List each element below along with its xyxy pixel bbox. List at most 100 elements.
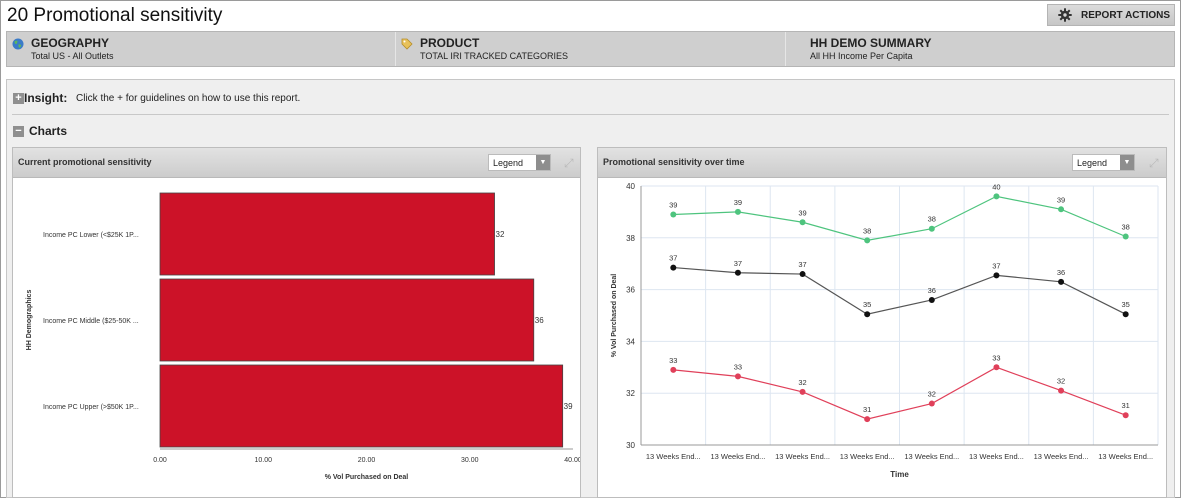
x-tick-label: 0.00 (153, 457, 167, 464)
sensitivity-over-time-panel: Promotional sensitivity over time Legend… (597, 147, 1167, 498)
x-tick-label: 30.00 (461, 457, 479, 464)
data-label: 36 (1057, 268, 1065, 277)
x-tick-label: 13 Weeks End... (969, 452, 1024, 461)
insight-text: Click the + for guidelines on how to use… (76, 93, 301, 104)
chevron-down-icon: ▼ (536, 155, 550, 170)
data-point (993, 364, 1000, 371)
data-label: 38 (1122, 223, 1130, 232)
y-axis-title: HH Demographics (26, 290, 33, 351)
data-label: 33 (669, 356, 677, 365)
filter-bar: GEOGRAPHY Total US - All Outlets PRODUCT… (6, 31, 1175, 67)
y-category-label: Income PC Upper (>$50K 1P... (43, 404, 139, 411)
product-filter[interactable]: PRODUCT TOTAL IRI TRACKED CATEGORIES (396, 32, 786, 66)
data-point (799, 388, 806, 395)
data-label: 31 (1122, 401, 1130, 410)
x-tick-label: 20.00 (358, 457, 376, 464)
data-point (734, 269, 741, 276)
x-tick-label: 13 Weeks End... (646, 452, 701, 461)
x-tick-label: 13 Weeks End... (775, 452, 830, 461)
data-point (993, 272, 1000, 279)
chevron-down-icon: ▼ (1120, 155, 1134, 170)
data-point (864, 416, 871, 423)
data-point (670, 211, 677, 218)
geography-heading: GEOGRAPHY (31, 36, 110, 50)
y-category-label: Income PC Middle ($25-50K ... (43, 318, 139, 325)
data-point (864, 311, 871, 318)
data-label: 39 (798, 208, 806, 217)
current-sensitivity-panel: Current promotional sensitivity Legend ▼… (12, 147, 581, 498)
y-tick-label: 40 (626, 182, 635, 191)
product-heading: PRODUCT (420, 36, 480, 50)
section-divider (12, 114, 1169, 115)
data-label: 39 (669, 200, 677, 209)
data-label: 37 (992, 261, 1000, 270)
report-actions-button[interactable]: REPORT ACTIONS (1047, 4, 1175, 26)
data-point (799, 219, 806, 226)
tag-icon (401, 38, 413, 50)
legend-dropdown-label: Legend (1077, 158, 1108, 168)
geography-value: Total US - All Outlets (31, 51, 114, 61)
hh-demo-filter[interactable]: HH DEMO SUMMARY All HH Income Per Capita (786, 32, 1174, 66)
bar-chart: 0.00 10.00 20.00 30.00 40.00 32 Income PC Lowe… (26, 192, 580, 481)
data-point (1058, 206, 1065, 213)
data-point (1058, 278, 1065, 285)
y-tick-label: 34 (626, 337, 635, 346)
data-label: 31 (863, 405, 871, 414)
y-tick-label: 30 (626, 441, 635, 450)
data-label: 32 (928, 390, 936, 399)
y-axis-title: % Vol Purchased on Deal (611, 274, 618, 358)
data-point (670, 366, 677, 373)
data-label: 39 (1057, 195, 1065, 204)
insight-expand-toggle[interactable]: + (13, 93, 24, 104)
product-value: TOTAL IRI TRACKED CATEGORIES (420, 51, 569, 61)
data-label: 33 (734, 362, 742, 371)
x-tick-label: 10.00 (254, 457, 272, 464)
data-label: 40 (992, 182, 1000, 191)
y-category-label: Income PC Lower (<$25K 1P... (43, 232, 139, 239)
gear-icon (1058, 8, 1072, 22)
panel-header: Promotional sensitivity over time Legend… (598, 148, 1166, 178)
x-axis-title: Time (890, 470, 909, 479)
legend-dropdown[interactable]: Legend ▼ (1072, 154, 1135, 171)
insight-heading: Insight: (24, 91, 68, 105)
hh-demo-value: All HH Income Per Capita (810, 51, 913, 61)
data-label: 37 (669, 254, 677, 263)
x-tick-label: 40.00 (564, 457, 580, 464)
data-label: 33 (992, 353, 1000, 362)
x-tick-label: 13 Weeks End... (710, 452, 765, 461)
data-label: 37 (798, 260, 806, 269)
y-tick-label: 38 (626, 234, 635, 243)
x-tick-label: 13 Weeks End... (840, 452, 895, 461)
expand-icon[interactable]: ⤢ (1149, 156, 1159, 170)
data-label: 32 (1057, 377, 1065, 386)
series-line (673, 366, 1126, 420)
bar (159, 192, 495, 276)
geography-filter[interactable]: GEOGRAPHY Total US - All Outlets (7, 32, 396, 66)
bar-value-label: 39 (564, 402, 573, 411)
data-point (928, 225, 935, 232)
data-point (734, 373, 741, 380)
data-label: 39 (734, 198, 742, 207)
data-label: 35 (863, 300, 871, 309)
x-tick-label: 13 Weeks End... (904, 452, 959, 461)
expand-icon[interactable]: ⤢ (564, 156, 574, 170)
panel-title: Promotional sensitivity over time (603, 157, 745, 167)
data-point (1122, 311, 1129, 318)
bar-value-label: 36 (535, 316, 544, 325)
data-point (734, 208, 741, 215)
bar (159, 278, 535, 362)
y-tick-label: 32 (626, 389, 635, 398)
globe-icon (12, 38, 24, 50)
line-chart: 30 32 34 36 38 40 13 Weeks End... 13 Weeks End.… (611, 182, 1159, 479)
data-label: 36 (928, 286, 936, 295)
data-label: 37 (734, 259, 742, 268)
x-tick-label: 13 Weeks End... (1034, 452, 1089, 461)
charts-collapse-toggle[interactable]: − (13, 126, 24, 137)
series-line (673, 266, 1126, 315)
data-point (1058, 387, 1065, 394)
panel-title: Current promotional sensitivity (18, 157, 152, 167)
data-point (1122, 412, 1129, 419)
legend-dropdown[interactable]: Legend ▼ (488, 154, 551, 171)
y-tick-label: 36 (626, 286, 635, 295)
report-actions-label: REPORT ACTIONS (1081, 9, 1171, 21)
